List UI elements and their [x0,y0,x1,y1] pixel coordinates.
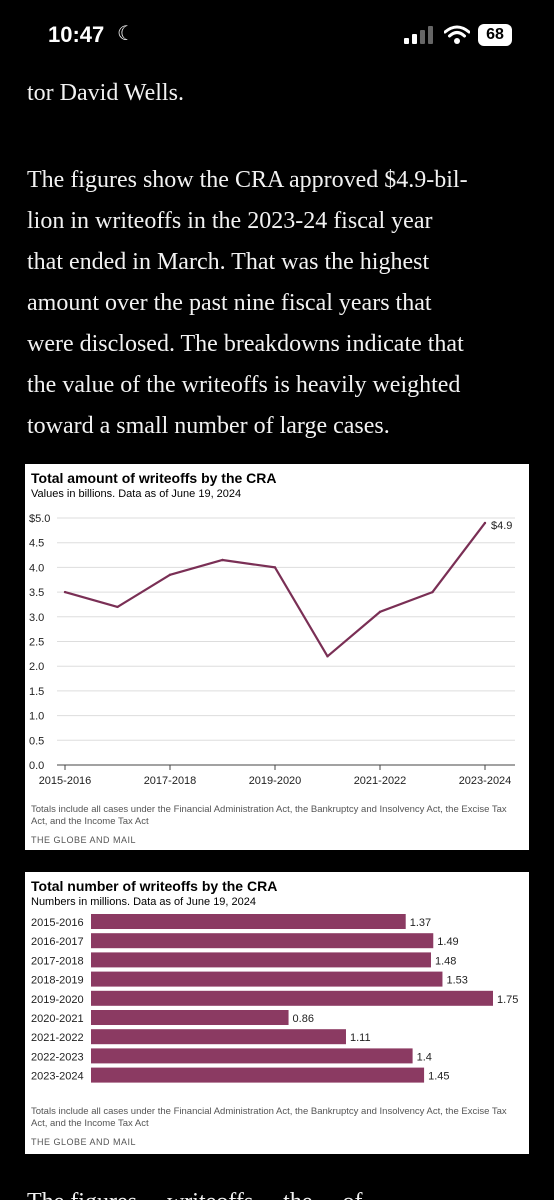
data-label: $4.9 [491,520,512,532]
chart-notes: Totals include all cases under the Finan… [31,1106,507,1129]
status-time: 10:47 [48,22,105,47]
y-tick-label: 4.0 [29,562,44,574]
y-tick-label: 3.5 [29,587,44,599]
paragraph-line: toward a small number of large cases. [27,413,390,439]
data-point [63,590,67,594]
x-tick-label: 2015-2016 [39,775,92,787]
bar [91,971,443,987]
chart-title: Total number of writeoffs by the CRA [31,878,278,894]
chart-subtitle: Numbers in millions. Data as of June 19,… [31,896,257,908]
x-tick-label: 2019-2020 [249,775,302,787]
chart-subtitle: Values in billions. Data as of June 19, … [31,488,242,500]
bar [91,1029,346,1045]
paragraph-line: the value of the writeoffs is heavily we… [27,372,461,398]
bar [91,1067,425,1083]
category-label: 2018-2019 [31,975,84,987]
article-paragraph: The figures show the CRA approved $4.9-b… [27,160,537,447]
bar [91,1048,413,1064]
category-label: 2015-2016 [31,917,84,929]
category-label: 2019-2020 [31,994,84,1006]
signal-icon [404,26,433,44]
bar-value-label: 1.4 [417,1051,432,1063]
bar [91,990,493,1006]
bar-value-label: 1.49 [437,936,458,948]
chart-title: Total amount of writeoffs by the CRA [31,470,277,486]
paragraph-line: The figures show the CRA approved $4.9-b… [27,167,468,193]
category-label: 2016-2017 [31,936,84,948]
data-point [378,610,382,614]
x-tick-label: 2017-2018 [144,775,197,787]
y-tick-label: $5.0 [29,513,50,525]
category-label: 2020-2021 [31,1013,84,1025]
battery-indicator: 68 [478,24,512,46]
bar-value-label: 1.37 [410,917,431,929]
data-point [221,558,224,562]
data-point [431,590,434,594]
bar-chart: 2015-2016 1.37 2016-2017 1.49 2017-2018 1.48 2… [31,914,518,1083]
data-point [116,605,119,609]
bar-value-label: 1.53 [446,975,467,987]
chart-notes: Totals include all cases under the Finan… [31,804,507,827]
y-tick-label: 1.0 [29,711,44,723]
bar-value-label: 0.86 [293,1013,314,1025]
article-text-fragment: tor David Wells. [27,80,184,106]
category-label: 2021-2022 [31,1032,84,1044]
bar-value-label: 1.45 [428,1071,449,1083]
bar [91,914,406,929]
bar-chart-card: Total number of writeoffs by the CRA Num… [25,872,529,1154]
article-next-line: The figures ... writeoffs ... the ... of [27,1186,527,1200]
bar-value-label: 1.75 [497,994,518,1006]
category-label: 2022-2023 [31,1051,84,1063]
bar [91,933,434,949]
category-label: 2017-2018 [31,955,84,967]
y-tick-label: 2.0 [29,661,44,673]
paragraph-line: that ended in March. That was the highes… [27,249,430,275]
y-tick-label: 4.5 [29,538,44,550]
data-point [326,655,329,658]
x-tick-label: 2021-2022 [354,775,407,787]
line-chart: $5.0 4.5 4.0 3.5 3.0 2.5 2.0 1.5 1.0 0.5 0.0 2015-2… [29,513,515,787]
y-tick-label: 2.5 [29,637,44,649]
wifi-icon [444,25,470,44]
bar [91,1010,289,1025]
y-tick-label: 1.5 [29,686,44,698]
bar [91,952,431,968]
y-tick-label: 3.0 [29,612,44,624]
category-label: 2023-2024 [31,1071,84,1083]
paragraph-line: amount over the past nine fiscal years t… [27,290,432,316]
x-tick-label: 2023-2024 [459,775,512,787]
chart-source: THE GLOBE AND MAIL [31,1137,137,1147]
paragraph-line: were disclosed. The breakdowns indicate … [27,331,464,357]
line-chart-card: Total amount of writeoffs by the CRA Val… [25,464,529,850]
data-point [483,521,487,525]
data-point [273,566,277,569]
y-tick-label: 0.5 [29,735,44,747]
chart-source: THE GLOBE AND MAIL [31,835,137,845]
bar-value-label: 1.11 [350,1032,371,1044]
data-point [168,573,172,577]
paragraph-line: lion in writeoffs in the 2023-24 fiscal … [27,208,433,234]
status-bar: 10:47 ☾ 68 [0,0,554,72]
y-tick-label: 0.0 [29,760,44,772]
bar-value-label: 1.48 [435,955,456,967]
moon-icon: ☾ [117,23,135,45]
